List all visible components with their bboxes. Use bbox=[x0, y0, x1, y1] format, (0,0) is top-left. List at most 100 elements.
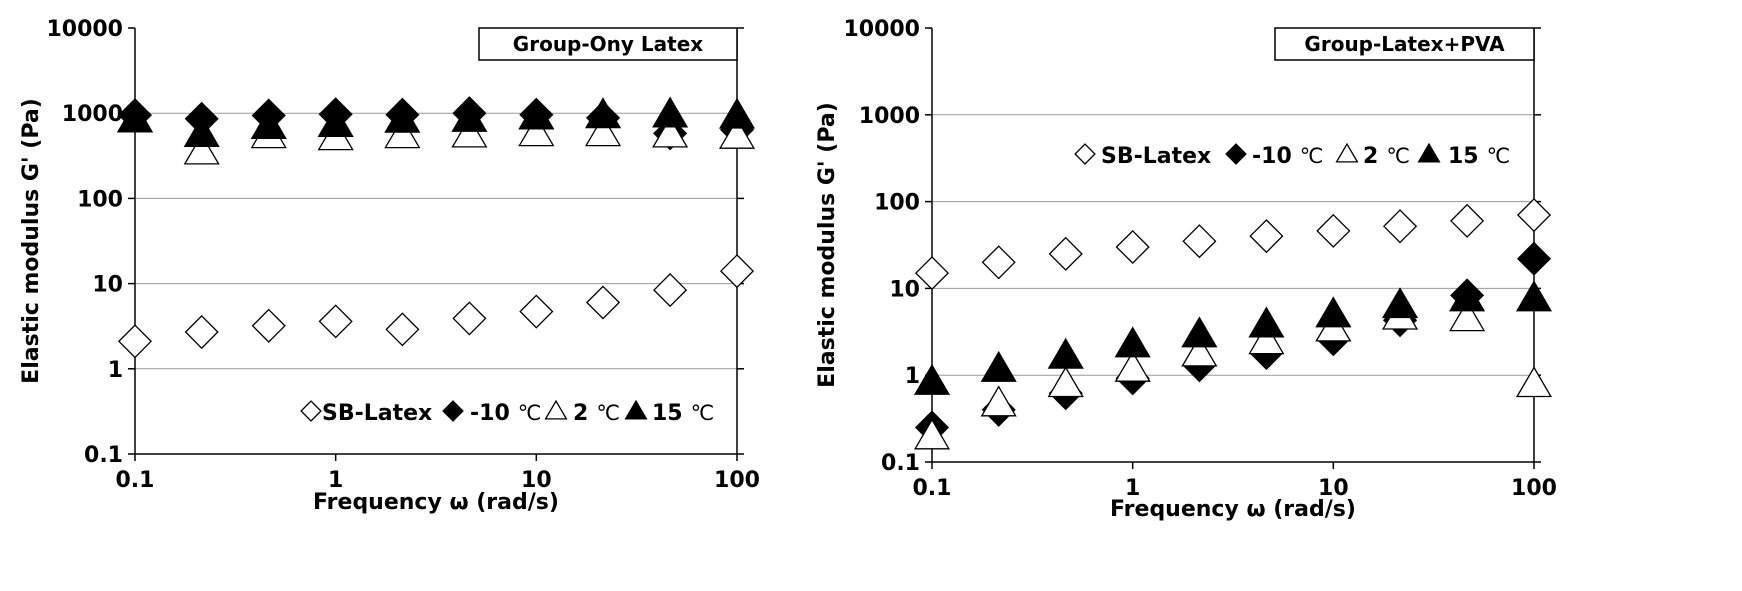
data-point bbox=[914, 256, 950, 291]
legend-marker bbox=[442, 400, 464, 422]
data-point bbox=[1048, 236, 1083, 271]
data-point bbox=[183, 133, 220, 165]
data-point bbox=[1047, 337, 1084, 369]
y-tick-label: 10 bbox=[92, 273, 123, 298]
data-point bbox=[183, 115, 220, 147]
data-point bbox=[652, 96, 689, 128]
data-point bbox=[1449, 280, 1486, 312]
x-tick-label: 1 bbox=[1125, 476, 1140, 501]
legend-label: 15 ℃ bbox=[1448, 144, 1510, 169]
legend-unit-text: ℃ bbox=[1487, 144, 1511, 168]
legend-marker bbox=[300, 400, 322, 422]
data-point bbox=[584, 97, 622, 129]
data-point bbox=[913, 418, 951, 450]
legend-marker bbox=[1074, 143, 1096, 165]
legend-label: SB-Latex bbox=[1101, 144, 1211, 169]
x-tick-label: 0.1 bbox=[913, 476, 952, 501]
data-point bbox=[981, 245, 1016, 280]
data-point bbox=[116, 101, 154, 133]
y-tick-label: 1000 bbox=[859, 104, 920, 129]
data-point bbox=[518, 98, 555, 130]
legend-label: SB-Latex bbox=[322, 401, 432, 426]
y-tick-label: 1000 bbox=[62, 102, 123, 127]
y-axis-title: Elastic modulus G' (Pa) bbox=[815, 102, 840, 388]
data-point bbox=[1381, 287, 1419, 319]
legend-label-text: SB-Latex bbox=[1101, 144, 1211, 169]
data-point bbox=[584, 115, 622, 147]
data-point bbox=[384, 101, 421, 133]
data-point bbox=[1182, 224, 1217, 259]
legend-label-text: SB-Latex bbox=[322, 401, 432, 426]
x-tick-label: 0.1 bbox=[116, 468, 155, 493]
data-point bbox=[385, 312, 420, 347]
y-tick-label: 100 bbox=[874, 191, 920, 216]
series-1 bbox=[117, 254, 755, 359]
data-point bbox=[251, 308, 286, 343]
legend-marker bbox=[1225, 143, 1247, 165]
legend-label-text: 15 bbox=[1448, 144, 1479, 169]
chart-title-box bbox=[478, 27, 738, 61]
y-tick-label: 10000 bbox=[843, 17, 920, 42]
data-point bbox=[318, 304, 353, 339]
data-point bbox=[1450, 203, 1485, 238]
data-point bbox=[1316, 213, 1351, 248]
legend-marker bbox=[1335, 142, 1359, 163]
chart-panel-1: 0.1 1 10 100 1000 10000 0.1 1 10 100 Elastic modul… bbox=[19, 17, 760, 515]
data-point bbox=[1047, 366, 1084, 398]
chart-title: Group-Ony Latex bbox=[513, 32, 703, 56]
legend: SB-Latex -10 ℃ 2 ℃ 15 ℃ bbox=[300, 399, 714, 426]
data-point bbox=[1114, 350, 1151, 382]
legend-label: 2 ℃ bbox=[1363, 144, 1410, 169]
data-point bbox=[1449, 300, 1486, 332]
legend: SB-Latex -10 ℃ 2 ℃ 15 ℃ bbox=[1074, 142, 1510, 169]
data-point bbox=[718, 97, 756, 129]
legend-label: 15 ℃ bbox=[652, 401, 714, 426]
data-point bbox=[452, 301, 487, 336]
data-point bbox=[317, 105, 354, 137]
data-point bbox=[1515, 280, 1553, 312]
legend-unit-text: ℃ bbox=[1386, 144, 1410, 168]
x-axis-title: Frequency ω (rad/s) bbox=[313, 490, 559, 515]
legend-marker bbox=[1417, 142, 1441, 163]
y-tick-label: 0.1 bbox=[84, 443, 123, 468]
data-point bbox=[653, 272, 688, 308]
data-point bbox=[1181, 335, 1218, 367]
legend-marker bbox=[544, 399, 568, 420]
data-point bbox=[1315, 296, 1352, 328]
x-tick-label: 10 bbox=[1318, 476, 1349, 501]
data-point bbox=[1248, 306, 1285, 338]
data-point bbox=[1114, 326, 1151, 358]
data-point bbox=[451, 100, 488, 132]
series-1 bbox=[914, 197, 1552, 291]
data-point bbox=[117, 324, 153, 359]
data-point bbox=[1248, 323, 1285, 355]
series-3 bbox=[913, 298, 1553, 450]
chart-title: Group-Latex+PVA bbox=[1304, 32, 1505, 56]
legend-label-text: 2 bbox=[573, 401, 588, 426]
legend-unit-text: ℃ bbox=[691, 401, 715, 425]
data-point bbox=[1516, 197, 1552, 233]
x-tick-label: 100 bbox=[714, 468, 760, 493]
legend-label: -10 ℃ bbox=[1252, 144, 1323, 169]
data-point bbox=[1515, 366, 1553, 398]
legend-unit-text: ℃ bbox=[1300, 144, 1324, 168]
data-point bbox=[519, 294, 554, 329]
data-point bbox=[1115, 229, 1150, 265]
legend-label: 2 ℃ bbox=[573, 401, 620, 426]
data-point bbox=[1382, 209, 1418, 244]
data-point bbox=[1249, 219, 1284, 254]
legend-label-text: -10 bbox=[1252, 144, 1292, 169]
data-point bbox=[518, 115, 555, 147]
legend-label-text: -10 bbox=[470, 401, 510, 426]
x-axis-title: Frequency ω (rad/s) bbox=[1110, 497, 1356, 522]
y-tick-label: 0.1 bbox=[881, 451, 920, 476]
chart-panel-2: 0.1 1 10 100 1000 10000 0.1 1 10 100 Elastic modul… bbox=[815, 17, 1557, 522]
data-point bbox=[1516, 241, 1552, 276]
y-tick-label: 1 bbox=[108, 358, 123, 383]
legend-unit-text: ℃ bbox=[596, 401, 620, 425]
data-point bbox=[585, 285, 621, 320]
series-4 bbox=[913, 280, 1553, 395]
data-point bbox=[913, 363, 951, 395]
x-tick-label: 10 bbox=[521, 468, 552, 493]
